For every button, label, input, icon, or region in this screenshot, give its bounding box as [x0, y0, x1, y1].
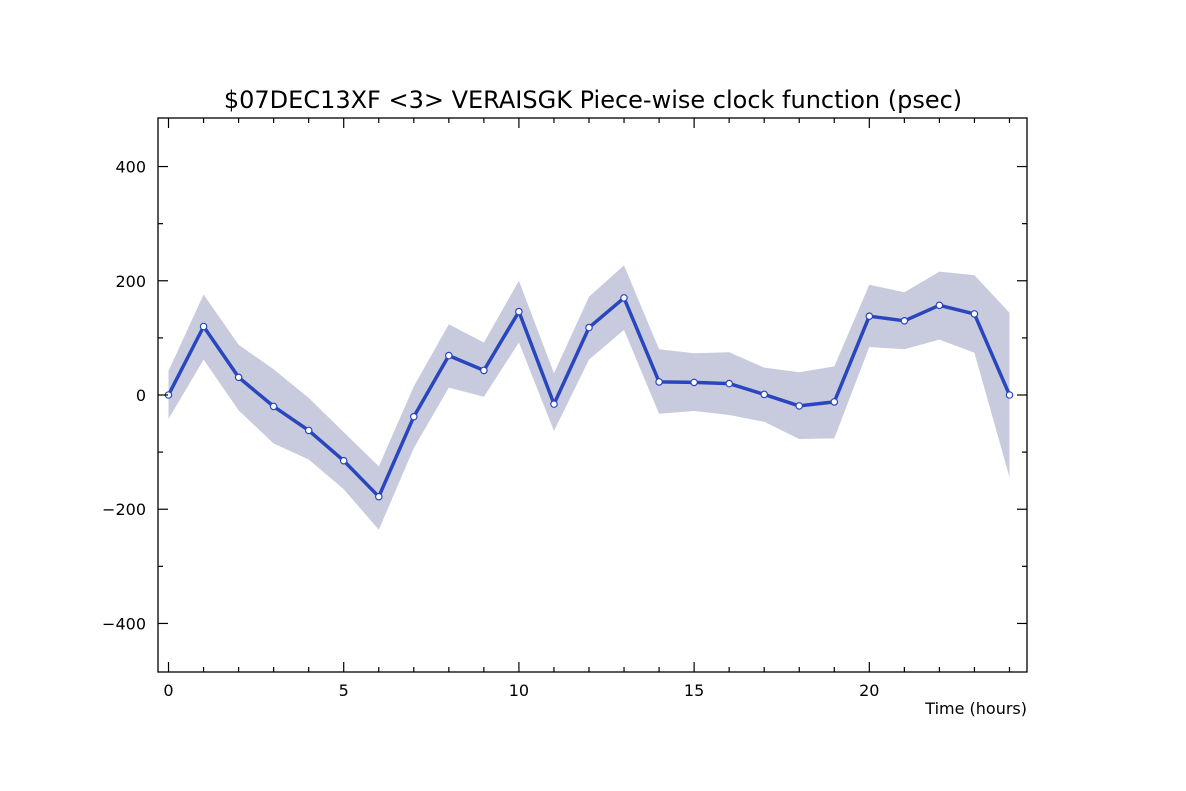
data-point	[585, 323, 593, 332]
x-tick-label: 15	[684, 681, 704, 700]
data-point-layer	[164, 294, 1014, 501]
data-point	[304, 426, 313, 435]
x-tick-label: 0	[163, 681, 173, 700]
data-point	[865, 312, 874, 321]
data-point	[690, 378, 698, 387]
x-axis-label: Time (hours)	[924, 699, 1027, 718]
x-tick-label: 5	[339, 681, 349, 700]
axis-ticks-layer: 0 5 10 15 20 −400 −200 0 200 400	[102, 118, 1027, 700]
data-point	[655, 378, 663, 386]
data-point	[725, 379, 734, 388]
data-point	[199, 322, 208, 331]
data-point	[339, 456, 348, 465]
chart-title: $07DEC13XF <3> VERAISGK Piece-wise clock…	[224, 86, 962, 114]
data-point	[269, 402, 278, 411]
y-tick-label: 400	[115, 158, 146, 177]
data-point	[444, 351, 453, 360]
data-point	[900, 316, 909, 325]
y-tick-label: −400	[102, 614, 146, 633]
data-point	[515, 307, 523, 316]
uncertainty-band-layer	[168, 265, 1010, 530]
data-point	[374, 492, 383, 501]
data-point	[970, 310, 979, 318]
data-point	[409, 412, 418, 421]
y-tick-label: −200	[102, 500, 146, 519]
x-tick-label: 10	[509, 681, 529, 700]
y-tick-label: 0	[136, 386, 146, 405]
data-point	[480, 366, 488, 375]
data-point	[830, 398, 839, 406]
uncertainty-band	[168, 265, 1010, 530]
data-point	[795, 402, 804, 410]
data-point	[550, 400, 558, 408]
data-point	[1005, 391, 1014, 399]
data-point	[234, 373, 243, 382]
data-point	[935, 301, 944, 310]
data-point	[760, 390, 769, 399]
data-point	[620, 294, 628, 302]
y-tick-label: 200	[115, 272, 146, 291]
x-tick-label: 20	[859, 681, 879, 700]
